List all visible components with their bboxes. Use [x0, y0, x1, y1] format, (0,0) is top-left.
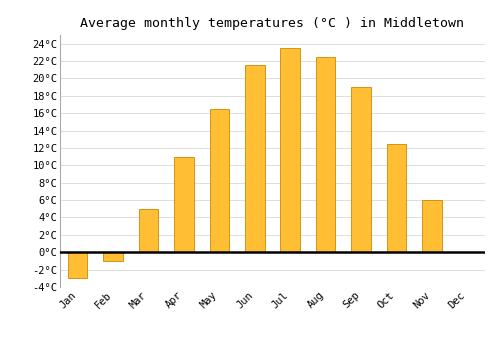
- Bar: [104, 252, 123, 261]
- Bar: [245, 65, 264, 252]
- Title: Average monthly temperatures (°C ) in Middletown: Average monthly temperatures (°C ) in Mi…: [80, 17, 464, 30]
- Bar: [316, 57, 336, 252]
- Bar: [352, 87, 371, 252]
- Bar: [210, 109, 229, 252]
- Bar: [422, 200, 442, 252]
- Bar: [174, 157, 194, 252]
- Bar: [386, 144, 406, 252]
- Bar: [139, 209, 158, 252]
- Bar: [68, 252, 87, 278]
- Bar: [280, 48, 300, 252]
